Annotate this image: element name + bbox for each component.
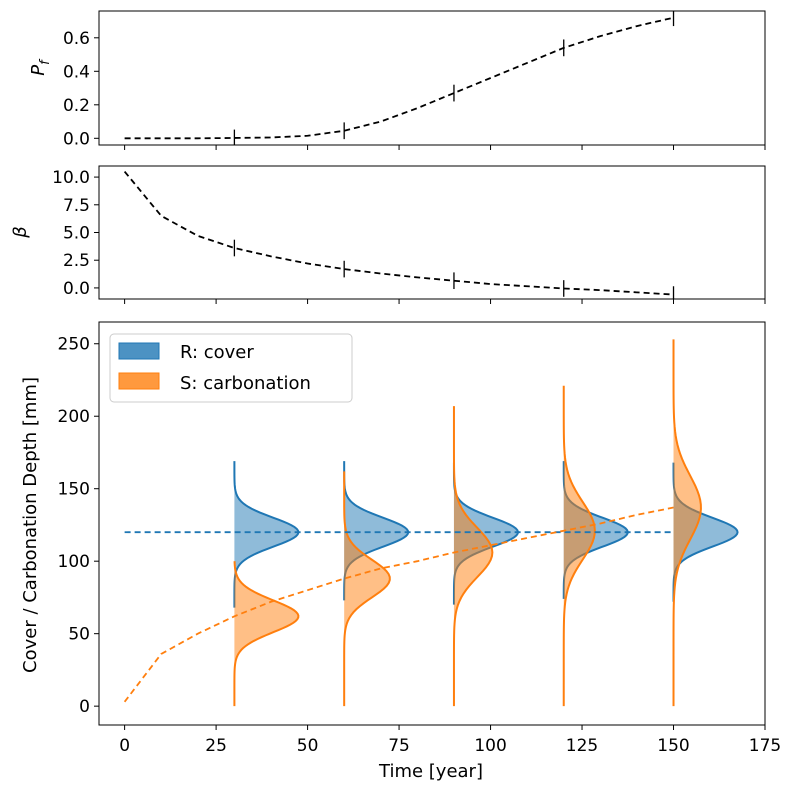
distribution-carbonation-outline (233, 561, 300, 707)
distribution-carbonation-fill (563, 385, 595, 707)
panel-beta: 0.0 2.5 5.0 7.5 10.0 (52, 165, 766, 304)
y-tick-label: 200 (58, 407, 90, 427)
series-line (123, 170, 674, 296)
series-line (124, 16, 674, 140)
legend-swatch-carbonation (118, 372, 160, 390)
distribution-carbonation-fill (344, 471, 390, 707)
y-tick-label: 0.0 (63, 279, 90, 299)
x-tick-label: 50 (297, 736, 319, 756)
mean-line-carbonation (123, 506, 674, 703)
distribution-cover-fill (673, 462, 738, 602)
y-tick-label: 2.5 (63, 251, 90, 271)
distribution-cover-fill (344, 461, 409, 601)
y-axis-label-pf: Pf (28, 58, 53, 76)
y-tick-label: 0 (79, 697, 90, 717)
x-tick-label: 25 (205, 736, 227, 756)
distribution-carbonation-fill (673, 339, 701, 707)
legend: R: cover S: carbonation (109, 333, 353, 403)
x-tick-label: 125 (566, 736, 598, 756)
plot-area (124, 11, 675, 145)
x-tick-label: 75 (388, 736, 410, 756)
y-tick-label: 0.4 (63, 62, 90, 82)
legend-label-carbonation: S: carbonation (180, 373, 311, 394)
y-tick-label: 0.0 (63, 129, 90, 149)
distribution-cover-fill (453, 462, 518, 605)
distribution-carbonation-outline (343, 471, 391, 707)
x-tick-label: 150 (657, 736, 689, 756)
axes-frame (98, 321, 766, 726)
distribution-carbonation-fill (453, 406, 493, 707)
distribution-carbonation-outline (672, 339, 702, 707)
y-tick-label: 10.0 (52, 168, 90, 188)
panel-pf: 0.0 0.2 0.4 0.6 (63, 10, 766, 150)
y-tick-label: 100 (58, 552, 90, 572)
y-tick-label: 250 (58, 335, 90, 355)
y-tick-label: 0.6 (63, 29, 90, 49)
distribution-carbonation-fill (234, 561, 299, 707)
x-axis-label: Time [year] (378, 761, 483, 782)
x-tick-label: 0 (119, 736, 130, 756)
axes-frame (98, 165, 766, 300)
legend-box (109, 333, 353, 403)
y-axis-label-pf-symbol: P (28, 65, 49, 76)
x-tick-label: 100 (474, 736, 506, 756)
y-tick-label: 7.5 (63, 196, 90, 216)
plot-area (123, 339, 739, 707)
distribution-carbonation-outline (562, 385, 596, 707)
panel-depth: 0 25 50 75 100 125 150 175 0 50 100 150 200 250 (58, 321, 781, 756)
plot-area (123, 170, 675, 299)
legend-swatch-cover (118, 342, 160, 360)
y-axis-label-pf-subscript: f (38, 58, 53, 65)
axes-frame (98, 10, 766, 146)
y-tick-label: 150 (58, 480, 90, 500)
y-tick-label: 50 (68, 625, 90, 645)
distribution-cover-fill (234, 461, 299, 608)
distribution-carbonation-outline (452, 406, 494, 707)
y-tick-label: 5.0 (63, 224, 90, 244)
y-axis-label-beta: β (10, 226, 31, 239)
x-tick-label: 175 (749, 736, 781, 756)
y-axis-label-depth: Cover / Carbonation Depth [mm] (20, 377, 41, 673)
y-tick-label: 0.2 (63, 96, 90, 116)
legend-label-cover: R: cover (180, 342, 254, 363)
